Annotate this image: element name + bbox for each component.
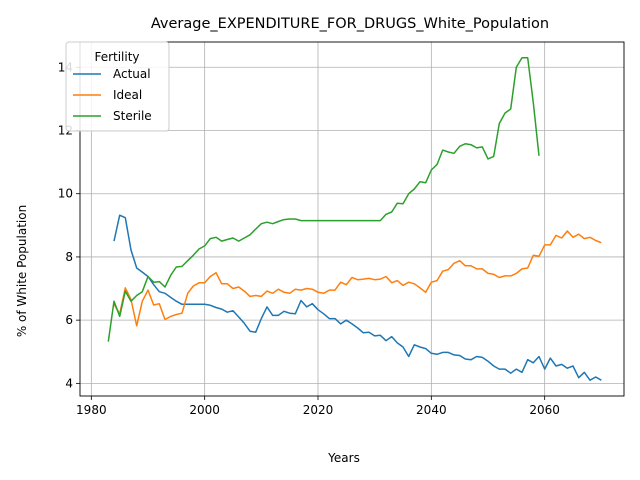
x-tick-label: 2040 [416, 403, 447, 417]
x-tick-label: 2000 [189, 403, 220, 417]
x-axis-label: Years [327, 451, 360, 465]
y-axis-label: % of White Population [15, 205, 29, 337]
chart-title: Average_EXPENDITURE_FOR_DRUGS_White_Popu… [151, 16, 549, 32]
legend-label-actual: Actual [113, 67, 151, 81]
legend-label-sterile: Sterile [113, 109, 152, 123]
x-tick-label: 1980 [76, 403, 107, 417]
x-tick-label: 2060 [529, 403, 560, 417]
legend: Fertility Actual Ideal Sterile [66, 42, 169, 131]
series-line-ideal [114, 231, 601, 326]
y-tick-label: 4 [65, 376, 73, 390]
series-lines [108, 58, 601, 380]
y-tick-label: 8 [65, 250, 73, 264]
y-tick-label: 6 [65, 313, 73, 327]
x-axis: 1980 2000 2020 2040 2060 [76, 396, 560, 417]
y-tick-label: 10 [58, 187, 73, 201]
legend-label-ideal: Ideal [113, 88, 142, 102]
x-tick-label: 2020 [303, 403, 334, 417]
legend-title: Fertility [94, 50, 139, 64]
